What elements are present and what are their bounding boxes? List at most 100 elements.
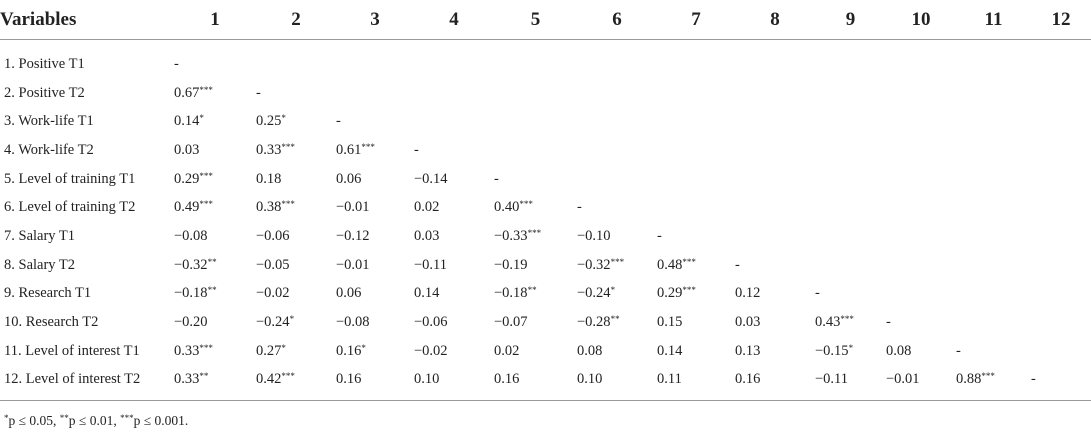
table-cell: [336, 40, 414, 79]
row-label: 3. Work-life T1: [4, 113, 94, 130]
table-cell: [1031, 193, 1091, 222]
table-cell: 0.40***: [494, 199, 533, 216]
table-row: 7. Salary T1 −0.08 −0.06 −0.12 0.03 −0.33*** −…: [0, 222, 1091, 251]
table-cell: [1031, 308, 1091, 337]
table-cell: −0.33***: [494, 227, 542, 244]
table-row: 1. Positive T1 -: [0, 40, 1091, 79]
table-cell: [657, 40, 735, 79]
table-cell: −0.06: [256, 227, 290, 244]
row-label: 9. Research T1: [4, 285, 92, 302]
table-cell: [1031, 107, 1091, 136]
row-label: 6. Level of training T2: [4, 199, 136, 216]
table-cell: [956, 40, 1031, 79]
table-cell: −0.02: [256, 285, 290, 302]
table-cell: -: [577, 199, 582, 216]
table-cell: [735, 136, 815, 165]
table-cell: -: [1031, 365, 1091, 402]
table-cell: [815, 79, 886, 108]
table-cell: 0.38***: [256, 199, 295, 216]
table-cell: [815, 251, 886, 280]
row-label: 2. Positive T2: [4, 84, 85, 101]
table-cell: 0.16: [735, 365, 815, 402]
table-cell: −0.32**: [174, 256, 217, 273]
table-cell: 0.43***: [815, 314, 854, 331]
table-cell: −0.28**: [577, 314, 620, 331]
table-cell: 0.42***: [256, 365, 336, 402]
table-cell: [1031, 280, 1091, 309]
table-cell: 0.88***: [956, 365, 1031, 402]
table-cell: 0.02: [414, 199, 440, 216]
table-cell: -: [336, 113, 341, 130]
table-cell: -: [414, 141, 419, 158]
table-cell: −0.19: [494, 256, 528, 273]
header-col-2: 2: [256, 0, 336, 40]
table-cell: -: [735, 256, 740, 273]
table-cell: [886, 251, 956, 280]
table-cell: [657, 107, 735, 136]
table-cell: [956, 136, 1031, 165]
row-label: 5. Level of training T1: [4, 170, 136, 187]
table-cell: −0.01: [336, 256, 370, 273]
table-cell: 0.11: [657, 365, 735, 402]
header-col-8: 8: [735, 0, 815, 40]
table-body: 1. Positive T1-2. Positive T2 0.67*** -3. …: [0, 40, 1091, 402]
table-cell: [956, 280, 1031, 309]
header-col-11: 11: [956, 0, 1031, 40]
table-cell: [256, 40, 336, 79]
table-cell: [494, 79, 577, 108]
table-cell: −0.12: [336, 227, 370, 244]
table-cell: [886, 280, 956, 309]
table-cell: [956, 222, 1031, 251]
table-cell: −0.20: [174, 314, 208, 331]
table-cell: [956, 107, 1031, 136]
header-col-1: 1: [174, 0, 256, 40]
table-cell: −0.11: [414, 256, 448, 273]
table-cell: [815, 222, 886, 251]
table-cell: [494, 107, 577, 136]
table-cell: [815, 136, 886, 165]
table-cell: 0.08: [886, 342, 912, 359]
table-cell: 0.03: [735, 314, 761, 331]
header-variables: Variables: [0, 0, 174, 40]
header-col-3: 3: [336, 0, 414, 40]
table-cell: [956, 79, 1031, 108]
table-cell: -: [657, 227, 662, 244]
table-cell: 0.15: [657, 314, 683, 331]
table-cell: 0.06: [336, 285, 362, 302]
table-cell: [494, 40, 577, 79]
table-row: 11. Level of interest T1 0.33*** 0.27* 0.16…: [0, 337, 1091, 366]
table-cell: −0.02: [414, 342, 448, 359]
table-row: 8. Salary T2 −0.32** −0.05 −0.01 −0.11 −0.19 −…: [0, 251, 1091, 280]
table-cell: [735, 165, 815, 194]
table-cell: 0.61***: [336, 141, 375, 158]
table-cell: [886, 107, 956, 136]
table-cell: [815, 193, 886, 222]
table-row: 4. Work-life T2 0.03 0.33*** 0.61*** -: [0, 136, 1091, 165]
table-cell: [886, 165, 956, 194]
table-cell: −0.08: [174, 227, 208, 244]
table-cell: [956, 193, 1031, 222]
header-col-7: 7: [657, 0, 735, 40]
header-col-10: 10: [886, 0, 956, 40]
table-cell: 0.49***: [174, 199, 213, 216]
correlation-table: Variables 1 2 3 4 5 6 7 8 9 10 11 12 1. Positive T1-…: [0, 0, 1091, 402]
correlation-table-container: Variables 1 2 3 4 5 6 7 8 9 10 11 12 1. Positive T1-…: [0, 0, 1091, 402]
table-cell: [577, 79, 657, 108]
table-header: Variables 1 2 3 4 5 6 7 8 9 10 11 12: [0, 0, 1091, 40]
table-cell: 0.48***: [657, 256, 696, 273]
table-cell: −0.01: [336, 199, 370, 216]
table-cell: 0.33**: [174, 365, 256, 402]
table-cell: -: [174, 55, 179, 72]
table-cell: [735, 79, 815, 108]
table-cell: 0.06: [336, 170, 362, 187]
table-cell: 0.33***: [174, 342, 213, 359]
table-cell: [577, 40, 657, 79]
table-cell: [657, 136, 735, 165]
table-cell: [735, 107, 815, 136]
header-row: Variables 1 2 3 4 5 6 7 8 9 10 11 12: [0, 0, 1091, 40]
row-label: 12. Level of interest T2: [0, 365, 174, 402]
table-cell: [886, 193, 956, 222]
table-cell: 0.16: [336, 365, 414, 402]
table-cell: −0.08: [336, 314, 370, 331]
table-cell: 0.25*: [256, 113, 286, 130]
